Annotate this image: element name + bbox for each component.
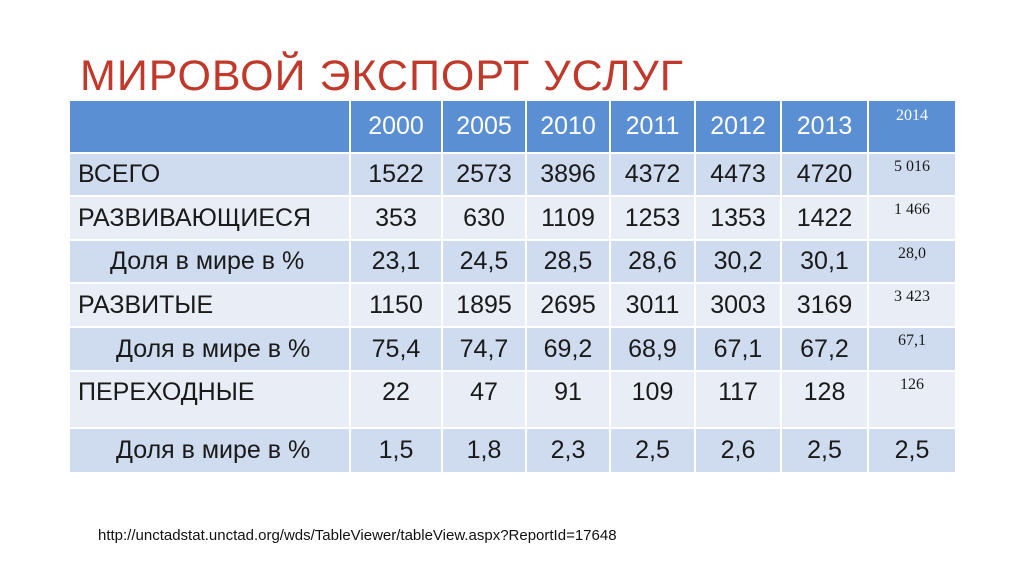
table-cell: 128 bbox=[780, 370, 869, 429]
table-cell: 3011 bbox=[609, 282, 696, 328]
table-cell: 109 bbox=[609, 370, 696, 429]
table-cell: 1,5 bbox=[349, 427, 443, 474]
table-cell: 1 466 bbox=[867, 195, 957, 241]
table-row-total: ВСЕГО 1522 2573 3896 4372 4473 4720 5 01… bbox=[68, 152, 957, 197]
table-cell: 1150 bbox=[349, 282, 443, 328]
table-cell: 28,5 bbox=[525, 239, 611, 284]
header-label-cell bbox=[68, 99, 351, 154]
source-link[interactable]: http://unctadstat.unctad.org/wds/TableVi… bbox=[98, 527, 617, 544]
row-label: ПЕРЕХОДНЫЕ bbox=[68, 370, 351, 429]
header-year-2014: 2014 bbox=[867, 99, 957, 154]
table-cell: 3003 bbox=[694, 282, 782, 328]
header-year-2010: 2010 bbox=[525, 99, 611, 154]
export-table: 2000 2005 2010 2011 2012 2013 2014 ВСЕГО… bbox=[68, 99, 957, 474]
table-header-row: 2000 2005 2010 2011 2012 2013 2014 bbox=[68, 99, 957, 154]
table-cell: 22 bbox=[349, 370, 443, 429]
table-row-developing-share: Доля в мире в % 23,1 24,5 28,5 28,6 30,2… bbox=[68, 239, 957, 284]
table-cell: 2,5 bbox=[609, 427, 696, 474]
table-cell: 2,5 bbox=[780, 427, 869, 474]
table-cell: 2,3 bbox=[525, 427, 611, 474]
header-year-2011: 2011 bbox=[609, 99, 696, 154]
table-cell: 47 bbox=[441, 370, 527, 429]
table-cell: 3896 bbox=[525, 152, 611, 197]
table-cell: 69,2 bbox=[525, 326, 611, 372]
header-year-2005: 2005 bbox=[441, 99, 527, 154]
table-cell: 30,2 bbox=[694, 239, 782, 284]
table-cell: 630 bbox=[441, 195, 527, 241]
table-cell: 91 bbox=[525, 370, 611, 429]
table-cell: 30,1 bbox=[780, 239, 869, 284]
header-year-2000: 2000 bbox=[349, 99, 443, 154]
row-label: РАЗВИВАЮЩИЕСЯ bbox=[68, 195, 351, 241]
table-row-developed: РАЗВИТЫЕ 1150 1895 2695 3011 3003 3169 3… bbox=[68, 282, 957, 328]
table-cell: 67,1 bbox=[867, 326, 957, 372]
table-cell: 28,0 bbox=[867, 239, 957, 284]
row-label: Доля в мире в % bbox=[68, 239, 351, 284]
table-cell: 75,4 bbox=[349, 326, 443, 372]
table-row-developed-share: Доля в мире в % 75,4 74,7 69,2 68,9 67,1… bbox=[68, 326, 957, 372]
row-label: Доля в мире в % bbox=[68, 326, 351, 372]
table-cell: 1,8 bbox=[441, 427, 527, 474]
table-cell: 1253 bbox=[609, 195, 696, 241]
table-cell: 74,7 bbox=[441, 326, 527, 372]
table-row-developing: РАЗВИВАЮЩИЕСЯ 353 630 1109 1253 1353 142… bbox=[68, 195, 957, 241]
table-row-transition: ПЕРЕХОДНЫЕ 22 47 91 109 117 128 126 bbox=[68, 370, 957, 429]
header-year-2012: 2012 bbox=[694, 99, 782, 154]
table-cell: 24,5 bbox=[441, 239, 527, 284]
table-cell: 67,1 bbox=[694, 326, 782, 372]
slide-title: МИРОВОЙ ЭКСПОРТ УСЛУГ bbox=[80, 52, 685, 100]
table-row-transition-share: Доля в мире в % 1,5 1,8 2,3 2,5 2,6 2,5 … bbox=[68, 427, 957, 474]
table-cell: 117 bbox=[694, 370, 782, 429]
table-cell: 4372 bbox=[609, 152, 696, 197]
table-cell: 353 bbox=[349, 195, 443, 241]
table-cell: 1422 bbox=[780, 195, 869, 241]
table-cell: 4720 bbox=[780, 152, 869, 197]
row-label: РАЗВИТЫЕ bbox=[68, 282, 351, 328]
table-cell: 3 423 bbox=[867, 282, 957, 328]
table-cell: 1109 bbox=[525, 195, 611, 241]
table-cell: 2573 bbox=[441, 152, 527, 197]
table-cell: 28,6 bbox=[609, 239, 696, 284]
table-cell: 1353 bbox=[694, 195, 782, 241]
header-year-2013: 2013 bbox=[780, 99, 869, 154]
table-cell: 67,2 bbox=[780, 326, 869, 372]
table-cell: 5 016 bbox=[867, 152, 957, 197]
table-cell: 68,9 bbox=[609, 326, 696, 372]
table-cell: 4473 bbox=[694, 152, 782, 197]
table-cell: 1522 bbox=[349, 152, 443, 197]
row-label: ВСЕГО bbox=[68, 152, 351, 197]
table-cell: 23,1 bbox=[349, 239, 443, 284]
table-cell: 2695 bbox=[525, 282, 611, 328]
table-cell: 2,5 bbox=[867, 427, 957, 474]
row-label: Доля в мире в % bbox=[68, 427, 351, 474]
table-cell: 3169 bbox=[780, 282, 869, 328]
table-cell: 126 bbox=[867, 370, 957, 429]
table-cell: 1895 bbox=[441, 282, 527, 328]
table-cell: 2,6 bbox=[694, 427, 782, 474]
